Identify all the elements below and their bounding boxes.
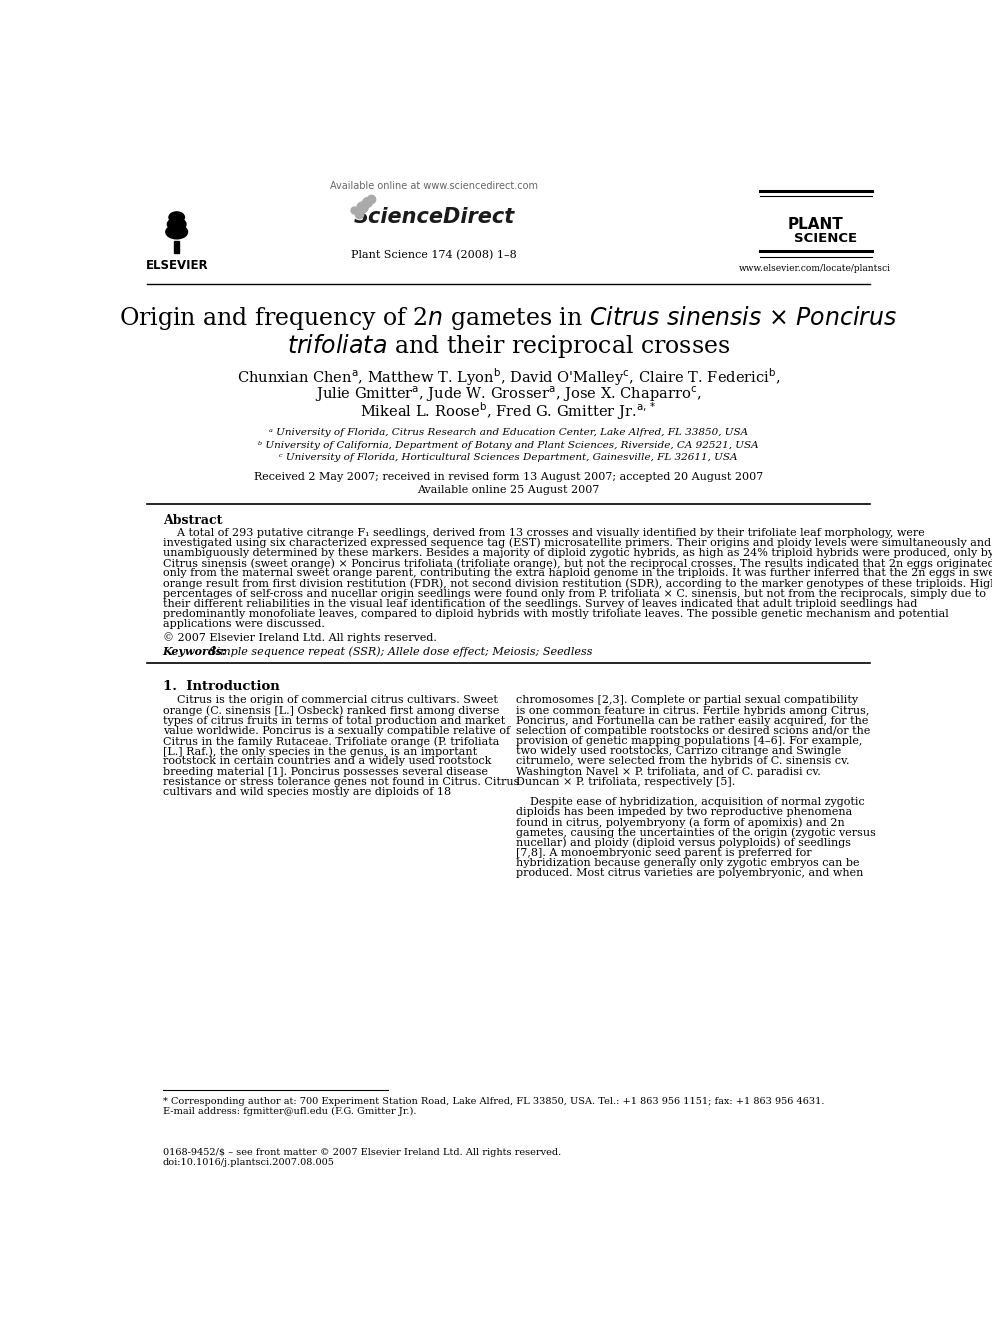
Text: nucellar) and ploidy (diploid versus polyploids) of seedlings: nucellar) and ploidy (diploid versus pol… bbox=[516, 837, 851, 848]
Text: Received 2 May 2007; received in revised form 13 August 2007; accepted 20 August: Received 2 May 2007; received in revised… bbox=[254, 472, 763, 482]
Text: types of citrus fruits in terms of total production and market: types of citrus fruits in terms of total… bbox=[163, 716, 505, 726]
Text: citrumelo, were selected from the hybrids of C. sinensis cv.: citrumelo, were selected from the hybrid… bbox=[516, 757, 850, 766]
Text: two widely used rootstocks, Carrizo citrange and Swingle: two widely used rootstocks, Carrizo citr… bbox=[516, 746, 841, 757]
Text: doi:10.1016/j.plantsci.2007.08.005: doi:10.1016/j.plantsci.2007.08.005 bbox=[163, 1158, 334, 1167]
Text: Citrus is the origin of commercial citrus cultivars. Sweet: Citrus is the origin of commercial citru… bbox=[163, 696, 498, 705]
Text: [L.] Raf.), the only species in the genus, is an important: [L.] Raf.), the only species in the genu… bbox=[163, 746, 477, 757]
Bar bbox=[175, 241, 179, 253]
Text: Washington Navel × P. trifoliata, and of C. paradisi cv.: Washington Navel × P. trifoliata, and of… bbox=[516, 766, 821, 777]
Ellipse shape bbox=[168, 218, 186, 230]
Text: is one common feature in citrus. Fertile hybrids among Citrus,: is one common feature in citrus. Fertile… bbox=[516, 705, 870, 716]
Text: only from the maternal sweet orange parent, contributing the extra haploid genom: only from the maternal sweet orange pare… bbox=[163, 569, 992, 578]
Text: investigated using six characterized expressed sequence tag (EST) microsatellite: investigated using six characterized exp… bbox=[163, 537, 991, 548]
Text: diploids has been impeded by two reproductive phenomena: diploids has been impeded by two reprodu… bbox=[516, 807, 852, 818]
Text: E-mail address: fgmitter@ufl.edu (F.G. Gmitter Jr.).: E-mail address: fgmitter@ufl.edu (F.G. G… bbox=[163, 1106, 417, 1115]
Point bbox=[346, 198, 362, 220]
Text: SCIENCE: SCIENCE bbox=[794, 232, 857, 245]
Text: gametes, causing the uncertainties of the origin (zygotic versus: gametes, causing the uncertainties of th… bbox=[516, 828, 876, 839]
Text: Simple sequence repeat (SSR); Allele dose effect; Meiosis; Seedless: Simple sequence repeat (SSR); Allele dos… bbox=[209, 646, 593, 656]
Text: Plant Science 174 (2008) 1–8: Plant Science 174 (2008) 1–8 bbox=[351, 250, 517, 261]
Text: ᵇ University of California, Department of Botany and Plant Sciences, Riverside, : ᵇ University of California, Department o… bbox=[258, 441, 759, 450]
Text: Julie Gmitter$^{\rm a}$, Jude W. Grosser$^{\rm a}$, Jose X. Chaparro$^{\rm c}$,: Julie Gmitter$^{\rm a}$, Jude W. Grosser… bbox=[315, 385, 701, 405]
Text: ᶜ University of Florida, Horticultural Sciences Department, Gainesville, FL 3261: ᶜ University of Florida, Horticultural S… bbox=[279, 452, 738, 462]
Text: Poncirus, and Fortunella can be rather easily acquired, for the: Poncirus, and Fortunella can be rather e… bbox=[516, 716, 869, 726]
Text: selection of compatible rootstocks or desired scions and/or the: selection of compatible rootstocks or de… bbox=[516, 726, 871, 736]
Text: provision of genetic mapping populations [4–6]. For example,: provision of genetic mapping populations… bbox=[516, 736, 862, 746]
Text: produced. Most citrus varieties are polyembryonic, and when: produced. Most citrus varieties are poly… bbox=[516, 868, 863, 878]
Point bbox=[354, 196, 370, 217]
Text: orange result from first division restitution (FDR), not second division restitu: orange result from first division restit… bbox=[163, 578, 992, 589]
Text: Citrus sinensis (sweet orange) × Poncirus trifoliata (trifoliate orange), but no: Citrus sinensis (sweet orange) × Ponciru… bbox=[163, 558, 992, 569]
Text: Available online at www.sciencedirect.com: Available online at www.sciencedirect.co… bbox=[330, 181, 538, 191]
Text: www.elsevier.com/locate/plantsci: www.elsevier.com/locate/plantsci bbox=[739, 263, 891, 273]
Ellipse shape bbox=[169, 212, 185, 222]
Text: [7,8]. A monoembryonic seed parent is preferred for: [7,8]. A monoembryonic seed parent is pr… bbox=[516, 848, 811, 857]
Text: orange (C. sinensis [L.] Osbeck) ranked first among diverse: orange (C. sinensis [L.] Osbeck) ranked … bbox=[163, 705, 499, 716]
Text: $\it{trifoliata}$ and their reciprocal crosses: $\it{trifoliata}$ and their reciprocal c… bbox=[287, 332, 730, 360]
Text: Available online 25 August 2007: Available online 25 August 2007 bbox=[418, 484, 599, 495]
Text: © 2007 Elsevier Ireland Ltd. All rights reserved.: © 2007 Elsevier Ireland Ltd. All rights … bbox=[163, 632, 436, 643]
Text: Origin and frequency of 2$n$ gametes in $\it{Citrus\ sinensis}$ $\times$ $\it{Po: Origin and frequency of 2$n$ gametes in … bbox=[119, 304, 898, 332]
Text: ScienceDirect: ScienceDirect bbox=[353, 206, 515, 226]
Text: breeding material [1]. Poncirus possesses several disease: breeding material [1]. Poncirus possesse… bbox=[163, 766, 488, 777]
Text: Despite ease of hybridization, acquisition of normal zygotic: Despite ease of hybridization, acquisiti… bbox=[516, 796, 865, 807]
Text: applications were discussed.: applications were discussed. bbox=[163, 619, 324, 628]
Text: rootstock in certain countries and a widely used rootstock: rootstock in certain countries and a wid… bbox=[163, 757, 491, 766]
Point bbox=[351, 204, 367, 225]
Text: unambiguously determined by these markers. Besides a majority of diploid zygotic: unambiguously determined by these marker… bbox=[163, 548, 992, 558]
Text: Mikeal L. Roose$^{\rm b}$, Fred G. Gmitter Jr.$^{\rm a,*}$: Mikeal L. Roose$^{\rm b}$, Fred G. Gmitt… bbox=[360, 401, 657, 422]
Text: Keywords:: Keywords: bbox=[163, 646, 227, 658]
Text: resistance or stress tolerance genes not found in Citrus. Citrus: resistance or stress tolerance genes not… bbox=[163, 777, 519, 787]
Text: PLANT: PLANT bbox=[788, 217, 843, 232]
Text: Duncan × P. trifoliata, respectively [5].: Duncan × P. trifoliata, respectively [5]… bbox=[516, 777, 735, 787]
Text: predominantly monofoliate leaves, compared to diploid hybrids with mostly trifol: predominantly monofoliate leaves, compar… bbox=[163, 609, 948, 619]
Text: ᵃ University of Florida, Citrus Research and Education Center, Lake Alfred, FL 3: ᵃ University of Florida, Citrus Research… bbox=[269, 429, 748, 438]
Ellipse shape bbox=[166, 225, 187, 239]
Text: 1.  Introduction: 1. Introduction bbox=[163, 680, 280, 693]
Text: their different reliabilities in the visual leaf identification of the seedlings: their different reliabilities in the vis… bbox=[163, 599, 918, 609]
Text: Chunxian Chen$^{\rm a}$, Matthew T. Lyon$^{\rm b}$, David O'Malley$^{\rm c}$, Cl: Chunxian Chen$^{\rm a}$, Matthew T. Lyon… bbox=[237, 366, 780, 388]
Text: found in citrus, polyembryony (a form of apomixis) and 2n: found in citrus, polyembryony (a form of… bbox=[516, 818, 845, 828]
Text: * Corresponding author at: 700 Experiment Station Road, Lake Alfred, FL 33850, U: * Corresponding author at: 700 Experimen… bbox=[163, 1097, 824, 1106]
Text: chromosomes [2,3]. Complete or partial sexual compatibility: chromosomes [2,3]. Complete or partial s… bbox=[516, 696, 858, 705]
Point bbox=[359, 192, 375, 213]
Text: cultivars and wild species mostly are diploids of 18: cultivars and wild species mostly are di… bbox=[163, 787, 451, 796]
Text: Abstract: Abstract bbox=[163, 515, 222, 528]
Text: percentages of self-cross and nucellar origin seedlings were found only from P. : percentages of self-cross and nucellar o… bbox=[163, 589, 986, 598]
Text: 0168-9452/$ – see front matter © 2007 Elsevier Ireland Ltd. All rights reserved.: 0168-9452/$ – see front matter © 2007 El… bbox=[163, 1148, 561, 1158]
Point bbox=[363, 188, 379, 209]
Text: hybridization because generally only zygotic embryos can be: hybridization because generally only zyg… bbox=[516, 859, 860, 868]
Text: Citrus in the family Rutaceae. Trifoliate orange (P. trifoliata: Citrus in the family Rutaceae. Trifoliat… bbox=[163, 736, 499, 746]
Text: ELSEVIER: ELSEVIER bbox=[146, 258, 208, 271]
Text: value worldwide. Poncirus is a sexually compatible relative of: value worldwide. Poncirus is a sexually … bbox=[163, 726, 510, 736]
Text: A total of 293 putative citrange F₁ seedlings, derived from 13 crosses and visua: A total of 293 putative citrange F₁ seed… bbox=[163, 528, 925, 537]
